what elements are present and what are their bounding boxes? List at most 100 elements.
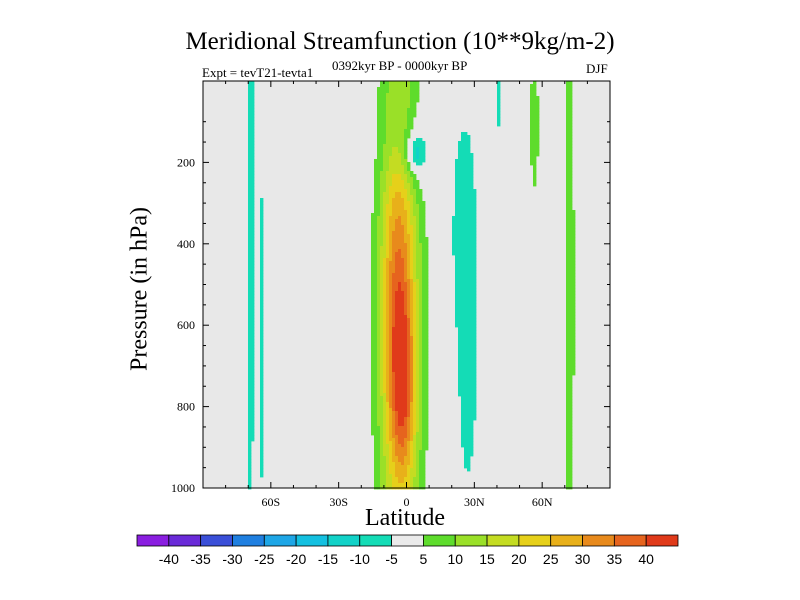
contour-cell	[530, 156, 534, 160]
contour-cell	[536, 117, 540, 121]
contour-cell	[464, 138, 468, 142]
contour-cell	[413, 99, 417, 103]
contour-cell	[473, 369, 477, 373]
contour-cell	[248, 96, 252, 100]
contour-cell	[398, 327, 402, 331]
contour-cell	[470, 279, 474, 283]
contour-cell	[407, 423, 411, 427]
contour-cell	[398, 291, 402, 295]
contour-cell	[377, 312, 381, 316]
contour-cell	[461, 399, 465, 403]
contour-cell	[401, 474, 405, 478]
contour-cell	[377, 321, 381, 325]
contour-cell	[473, 240, 477, 244]
contour-cell	[392, 327, 396, 331]
contour-cell	[383, 135, 387, 139]
contour-cell	[395, 192, 399, 196]
contour-cell	[566, 333, 570, 337]
contour-cell	[416, 216, 420, 220]
contour-cell	[464, 288, 468, 292]
contour-cell	[467, 372, 471, 376]
contour-cell	[374, 195, 378, 199]
contour-cell	[419, 144, 423, 148]
contour-cell	[248, 258, 252, 262]
contour-cell	[461, 195, 465, 199]
contour-cell	[422, 465, 426, 469]
contour-cell	[569, 222, 573, 226]
contour-cell	[419, 417, 423, 421]
contour-cell	[416, 423, 420, 427]
contour-cell	[566, 273, 570, 277]
contour-cell	[404, 387, 408, 391]
contour-cell	[464, 216, 468, 220]
contour-cell	[416, 93, 420, 97]
contour-cell	[398, 303, 402, 307]
contour-cell	[566, 204, 570, 208]
contour-cell	[251, 285, 255, 289]
contour-cell	[371, 366, 375, 370]
contour-cell	[572, 318, 576, 322]
contour-cell	[410, 471, 414, 475]
contour-cell	[419, 225, 423, 229]
contour-cell	[374, 345, 378, 349]
contour-cell	[386, 324, 390, 328]
contour-cell	[398, 168, 402, 172]
contour-cell	[260, 384, 264, 388]
contour-cell	[566, 228, 570, 232]
contour-cell	[455, 324, 459, 328]
contour-cell	[392, 474, 396, 478]
contour-cell	[386, 246, 390, 250]
contour-cell	[458, 345, 462, 349]
contour-cell	[419, 447, 423, 451]
contour-cell	[419, 462, 423, 466]
contour-cell	[380, 333, 384, 337]
contour-cell	[404, 411, 408, 415]
contour-cell	[392, 156, 396, 160]
contour-cell	[371, 315, 375, 319]
contour-cell	[389, 156, 393, 160]
contour-cell	[386, 87, 390, 91]
contour-cell	[404, 117, 408, 121]
contour-cell	[374, 276, 378, 280]
contour-cell	[248, 321, 252, 325]
contour-cell	[566, 438, 570, 442]
contour-cell	[383, 228, 387, 232]
contour-cell	[248, 90, 252, 94]
contour-cell	[416, 450, 420, 454]
contour-cell	[422, 438, 426, 442]
contour-cell	[377, 324, 381, 328]
contour-cell	[389, 276, 393, 280]
contour-cell	[407, 408, 411, 412]
contour-cell	[395, 357, 399, 361]
contour-cell	[410, 174, 414, 178]
contour-cell	[248, 483, 252, 487]
contour-cell	[569, 228, 573, 232]
contour-cell	[419, 360, 423, 364]
contour-cell	[569, 375, 573, 379]
contour-cell	[392, 144, 396, 148]
contour-cell	[470, 447, 474, 451]
contour-cell	[404, 126, 408, 130]
contour-cell	[260, 369, 264, 373]
contour-cell	[371, 384, 375, 388]
contour-cell	[470, 363, 474, 367]
contour-cell	[392, 315, 396, 319]
contour-cell	[422, 243, 426, 247]
contour-cell	[251, 162, 255, 166]
contour-cell	[422, 210, 426, 214]
contour-cell	[401, 417, 405, 421]
contour-cell	[410, 480, 414, 484]
contour-cell	[464, 333, 468, 337]
contour-cell	[467, 258, 471, 262]
contour-cell	[455, 285, 459, 289]
contour-cell	[371, 267, 375, 271]
contour-cell	[380, 327, 384, 331]
contour-cell	[569, 327, 573, 331]
contour-cell	[566, 195, 570, 199]
contour-cell	[404, 243, 408, 247]
contour-cell	[407, 252, 411, 256]
contour-cell	[470, 231, 474, 235]
contour-cell	[389, 159, 393, 163]
contour-cell	[401, 405, 405, 409]
contour-cell	[251, 210, 255, 214]
